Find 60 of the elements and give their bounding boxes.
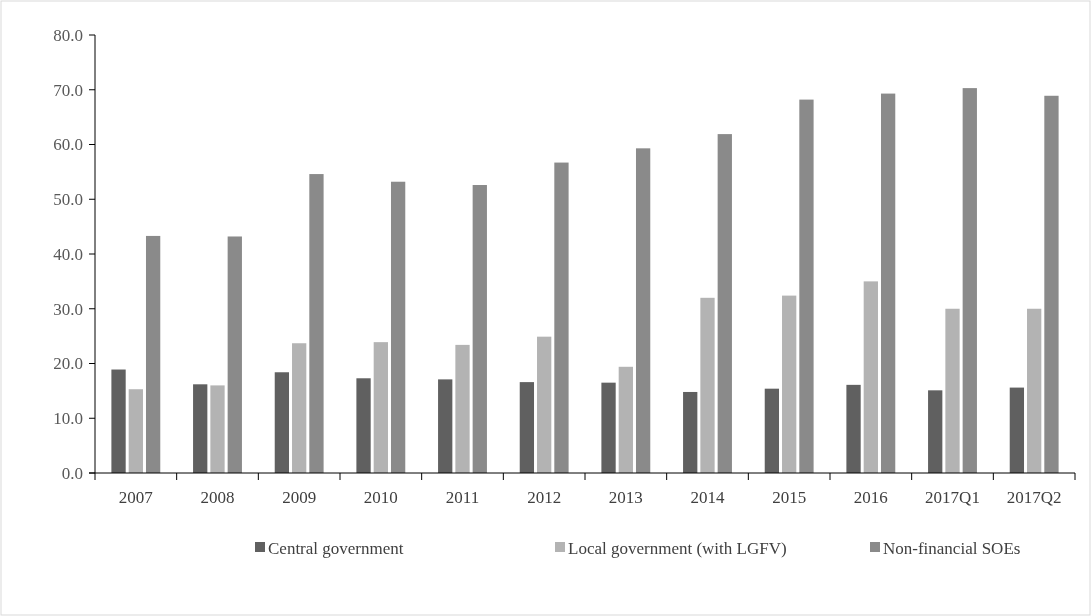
bar — [111, 369, 126, 473]
bar — [1009, 387, 1025, 473]
bar — [1027, 308, 1042, 473]
bar — [373, 342, 388, 473]
bar — [880, 93, 896, 473]
bar — [1044, 95, 1059, 473]
y-tick-label: 0.0 — [61, 463, 83, 483]
bar — [438, 379, 453, 473]
bar — [193, 384, 208, 473]
x-tick-label: 2010 — [363, 488, 398, 507]
bar — [519, 382, 535, 473]
x-tick-label: 2015 — [772, 488, 807, 507]
y-tick-label: 70.0 — [53, 80, 83, 100]
bar — [700, 297, 715, 473]
bar — [928, 390, 943, 473]
bar — [128, 389, 143, 473]
bar — [945, 308, 960, 473]
bar — [309, 174, 324, 473]
bar — [356, 378, 371, 473]
legend-label: Central government — [268, 538, 404, 558]
x-tick-label: 2007 — [118, 488, 154, 507]
x-tick-label: 2008 — [200, 488, 235, 507]
legend-label: Non-financial SOEs — [883, 538, 1021, 558]
y-tick-label: 50.0 — [53, 190, 83, 210]
x-tick-label: 2009 — [282, 488, 317, 507]
bar — [846, 384, 861, 473]
x-tick-label: 2012 — [527, 488, 562, 507]
bar — [537, 336, 552, 473]
bar — [292, 343, 307, 473]
x-tick-label: 2014 — [690, 488, 725, 507]
bar — [863, 281, 878, 473]
bar — [554, 162, 569, 473]
bar — [618, 366, 633, 473]
y-tick-label: 40.0 — [53, 244, 83, 264]
y-tick-label: 30.0 — [53, 299, 83, 319]
x-tick-label: 2011 — [445, 488, 480, 507]
x-tick-label: 2017Q2 — [1006, 488, 1062, 507]
bar — [472, 185, 487, 473]
x-tick-label: 2017Q1 — [925, 488, 980, 507]
bar — [145, 235, 161, 473]
bar — [782, 295, 797, 473]
bar — [227, 236, 242, 473]
bar — [274, 372, 290, 473]
y-tick-label: 60.0 — [53, 135, 83, 155]
bar — [455, 344, 470, 473]
bar — [764, 388, 780, 473]
bar — [390, 181, 406, 473]
y-tick-label: 10.0 — [53, 409, 83, 429]
x-tick-label: 2016 — [853, 488, 888, 507]
bar — [635, 148, 651, 473]
bar — [962, 88, 977, 473]
bar — [210, 385, 225, 473]
legend-label: Local government (with LGFV) — [568, 538, 787, 558]
bar — [601, 382, 616, 473]
bar — [683, 391, 698, 473]
y-tick-label: 20.0 — [53, 354, 83, 374]
bar — [799, 99, 814, 473]
x-tick-label: 2013 — [608, 488, 643, 507]
y-tick-label: 80.0 — [53, 25, 83, 45]
bar — [717, 134, 732, 473]
